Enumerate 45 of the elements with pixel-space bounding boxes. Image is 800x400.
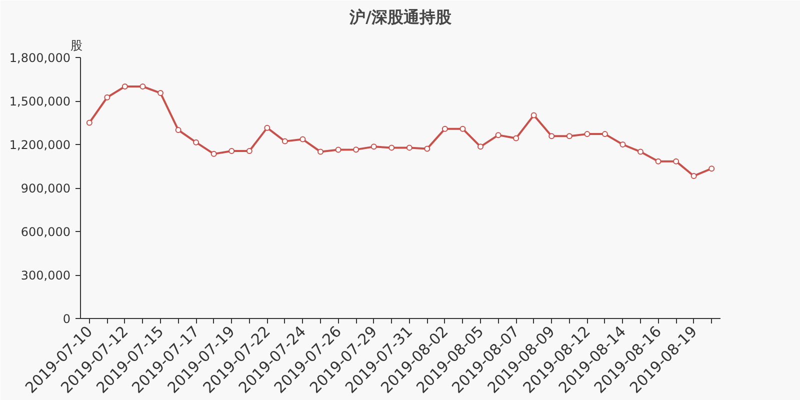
y-tick-label: 1,500,000 <box>9 94 71 108</box>
y-tick-label: 0 <box>62 312 71 326</box>
point <box>388 144 395 151</box>
point <box>530 112 537 118</box>
point <box>495 132 502 138</box>
point <box>406 144 412 151</box>
point <box>86 120 92 126</box>
point <box>620 142 626 148</box>
y-tick-label: 1,800,000 <box>9 51 71 65</box>
point <box>655 158 662 164</box>
point <box>228 148 235 154</box>
point <box>548 133 555 140</box>
point <box>690 172 697 179</box>
point <box>708 166 715 172</box>
y-axis-title: 股 <box>70 38 82 52</box>
y-tick-label: 900,000 <box>20 182 70 196</box>
point <box>140 84 146 90</box>
y-tick-label: 600,000 <box>20 225 70 239</box>
point <box>673 158 680 164</box>
point <box>442 126 448 132</box>
point <box>478 144 484 150</box>
point <box>264 124 270 131</box>
point <box>300 136 306 142</box>
point <box>210 150 217 157</box>
point <box>318 148 324 155</box>
point <box>353 146 360 153</box>
point <box>460 126 466 132</box>
point <box>193 139 200 146</box>
point <box>602 131 608 138</box>
point <box>584 131 590 138</box>
point <box>513 135 520 142</box>
point <box>246 148 252 154</box>
point <box>370 144 377 150</box>
point <box>104 94 110 100</box>
point <box>158 90 164 96</box>
point <box>566 133 572 140</box>
chart-title: 沪/深股通持股 <box>348 8 452 26</box>
y-tick-label: 1,200,000 <box>9 138 71 152</box>
point <box>175 127 182 133</box>
point <box>424 146 430 152</box>
point <box>122 84 128 90</box>
point <box>282 138 288 144</box>
point <box>335 146 342 153</box>
y-tick-label: 300,000 <box>20 268 70 282</box>
point <box>638 148 644 155</box>
